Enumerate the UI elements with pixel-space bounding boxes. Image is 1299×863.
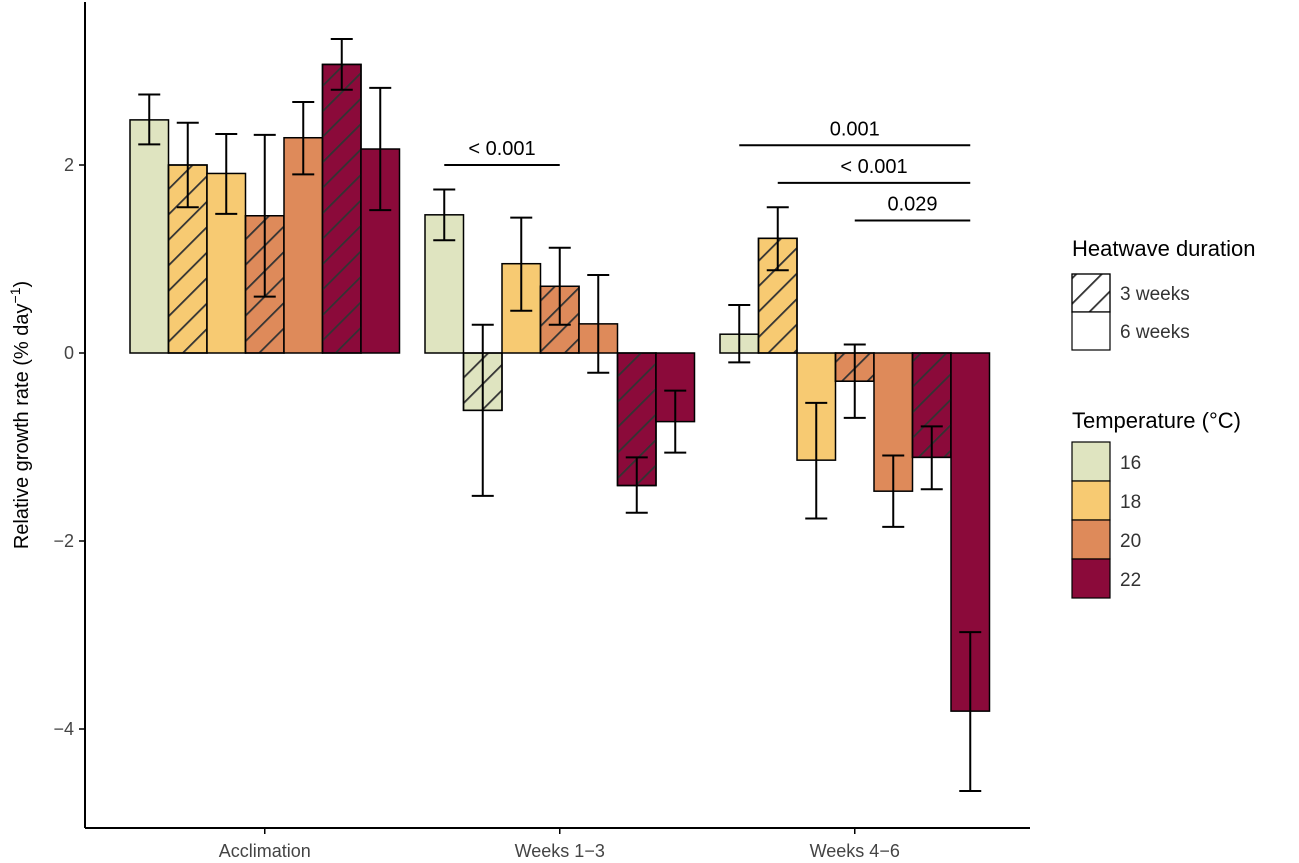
legend-duration-swatch — [1071, 311, 1111, 351]
y-tick-label: 0 — [64, 343, 74, 363]
significance-label: < 0.001 — [840, 156, 907, 178]
legend-temperature-swatch — [1071, 441, 1111, 482]
significance-label: 0.029 — [887, 193, 937, 215]
x-tick-label: Weeks 4−6 — [810, 841, 900, 861]
significance-label: < 0.001 — [468, 138, 535, 160]
legend-temperature-label: 22 — [1120, 570, 1141, 591]
bar-group — [129, 38, 401, 354]
legend-temperature-title: Temperature (°C) — [1072, 408, 1241, 433]
x-tick-label: Acclimation — [219, 841, 311, 861]
legend-duration-title: Heatwave duration — [1072, 236, 1255, 261]
legend-duration-label: 6 weeks — [1120, 322, 1190, 343]
significance-label: 0.001 — [830, 118, 880, 140]
y-axis-label-close: ) — [11, 281, 33, 288]
y-axis-label-superscript: −1 — [7, 287, 23, 303]
x-tick-label: Weeks 1−3 — [515, 841, 605, 861]
plot-area: −4 −2 0 2 Acclimation Weeks 1−3 Weeks 4−6 < 0.0… — [53, 2, 1030, 861]
legend-temperature-swatch — [1071, 480, 1111, 521]
legend-temperature-label: 18 — [1120, 492, 1141, 513]
y-tick-label: −4 — [53, 719, 74, 739]
legend-duration-label: 3 weeks — [1120, 284, 1190, 305]
y-tick-label: −2 — [53, 531, 74, 551]
bar-hatch — [321, 63, 362, 354]
y-axis-label: Relative growth rate (% day−1) — [7, 281, 33, 549]
legend-hatch-swatch — [1071, 273, 1111, 313]
legend-temperature-swatch — [1071, 558, 1111, 599]
bar-group — [424, 188, 696, 514]
legend: Heatwave duration 3 weeks 6 weeks Temperatu… — [1071, 236, 1255, 599]
bar-group — [719, 206, 991, 793]
bar-fill — [129, 119, 170, 354]
legend-temperature-label: 16 — [1120, 453, 1141, 474]
legend-temperature-swatch — [1071, 519, 1111, 560]
y-tick-label: 2 — [64, 155, 74, 175]
legend-temperature-label: 20 — [1120, 531, 1141, 552]
y-axis-label-main: Relative growth rate (% day — [11, 303, 33, 549]
